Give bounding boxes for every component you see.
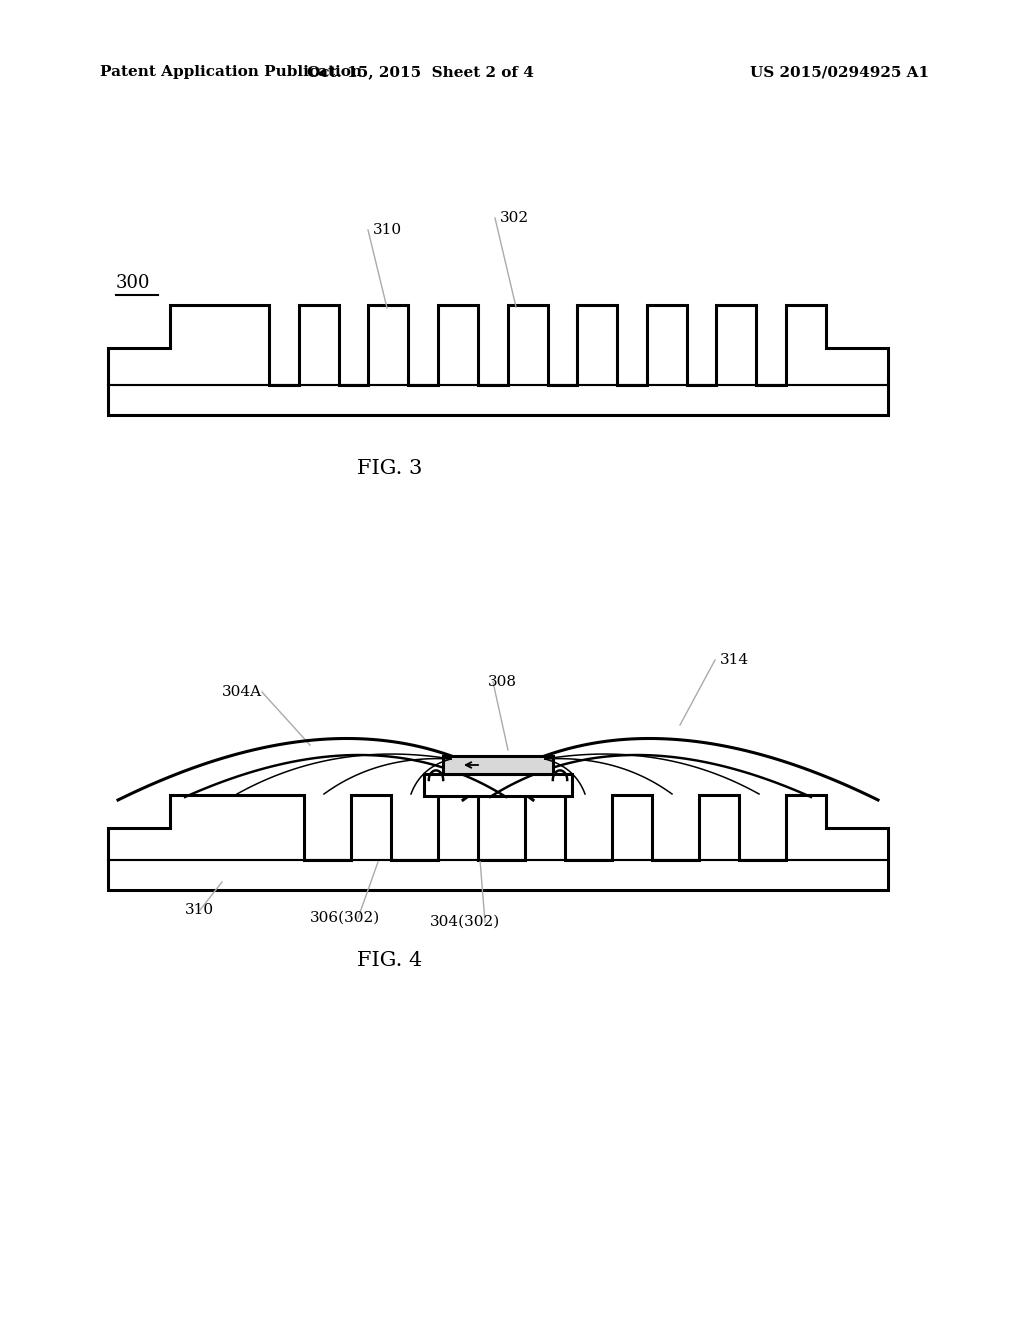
- Text: 300: 300: [116, 275, 151, 292]
- Text: Oct. 15, 2015  Sheet 2 of 4: Oct. 15, 2015 Sheet 2 of 4: [306, 65, 534, 79]
- Text: 310: 310: [373, 223, 402, 238]
- Text: 310: 310: [185, 903, 214, 917]
- Bar: [443, 756, 553, 774]
- Text: 302: 302: [500, 211, 529, 224]
- Bar: [424, 774, 572, 796]
- Text: 308: 308: [488, 675, 517, 689]
- Polygon shape: [108, 305, 888, 414]
- Polygon shape: [108, 795, 888, 890]
- Text: FIG. 3: FIG. 3: [357, 458, 423, 478]
- Text: 304(302): 304(302): [430, 915, 501, 929]
- Text: Patent Application Publication: Patent Application Publication: [100, 65, 362, 79]
- Text: FIG. 4: FIG. 4: [357, 950, 423, 969]
- Text: US 2015/0294925 A1: US 2015/0294925 A1: [750, 65, 929, 79]
- Text: 306(302): 306(302): [310, 911, 380, 925]
- Text: 314: 314: [720, 653, 750, 667]
- Text: 304A: 304A: [222, 685, 262, 700]
